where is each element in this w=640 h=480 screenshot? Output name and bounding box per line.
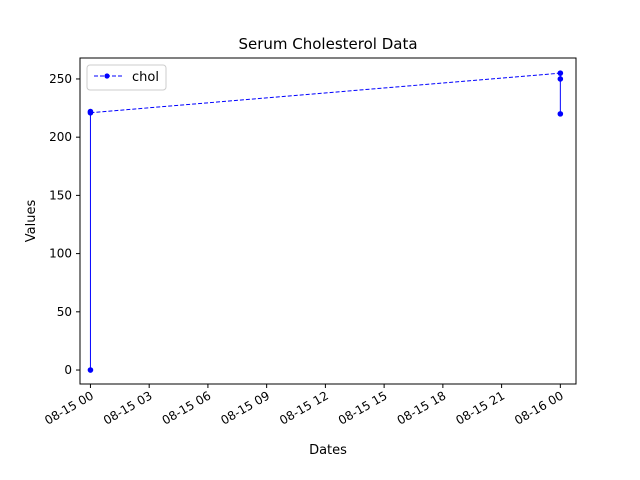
y-tick-label: 50 — [57, 305, 72, 319]
legend-entry-chol: chol — [132, 70, 159, 85]
x-tick-label: 08-15 12 — [277, 388, 331, 427]
legend-box — [86, 64, 167, 91]
data-point — [557, 111, 564, 117]
x-tick-label: 08-15 03 — [101, 388, 155, 427]
plot-area — [87, 70, 564, 373]
y-axis: 0 50 100 150 200 250 — [49, 72, 80, 377]
y-tick-label: 250 — [49, 72, 72, 86]
data-point — [87, 109, 94, 116]
y-tick-label: 200 — [49, 130, 72, 144]
series-segment — [90, 72, 561, 114]
legend-marker-sample — [104, 73, 110, 79]
chart-title: Serum Cholesterol Data — [238, 35, 417, 53]
x-tick-label: 08-15 21 — [453, 388, 507, 427]
x-tick-label: 08-16 00 — [512, 388, 566, 427]
y-tick-label: 150 — [49, 188, 72, 202]
y-axis-label: Values — [24, 200, 39, 243]
y-tick-label: 100 — [49, 247, 72, 261]
data-point — [557, 70, 564, 76]
x-axis-label: Dates — [309, 443, 347, 458]
legend: chol — [86, 64, 167, 91]
x-axis: 08-15 00 08-15 03 08-15 06 08-15 09 08-15 12… — [42, 384, 566, 428]
x-tick-label: 08-15 18 — [395, 388, 449, 427]
x-tick-label: 08-15 06 — [160, 388, 214, 427]
x-tick-label: 08-15 00 — [42, 388, 96, 427]
data-point — [87, 367, 94, 373]
plot-frame — [79, 57, 577, 385]
x-tick-label: 08-15 15 — [336, 388, 390, 427]
x-tick-label: 08-15 09 — [218, 388, 272, 427]
data-point — [557, 76, 564, 82]
y-tick-label: 0 — [64, 363, 72, 377]
